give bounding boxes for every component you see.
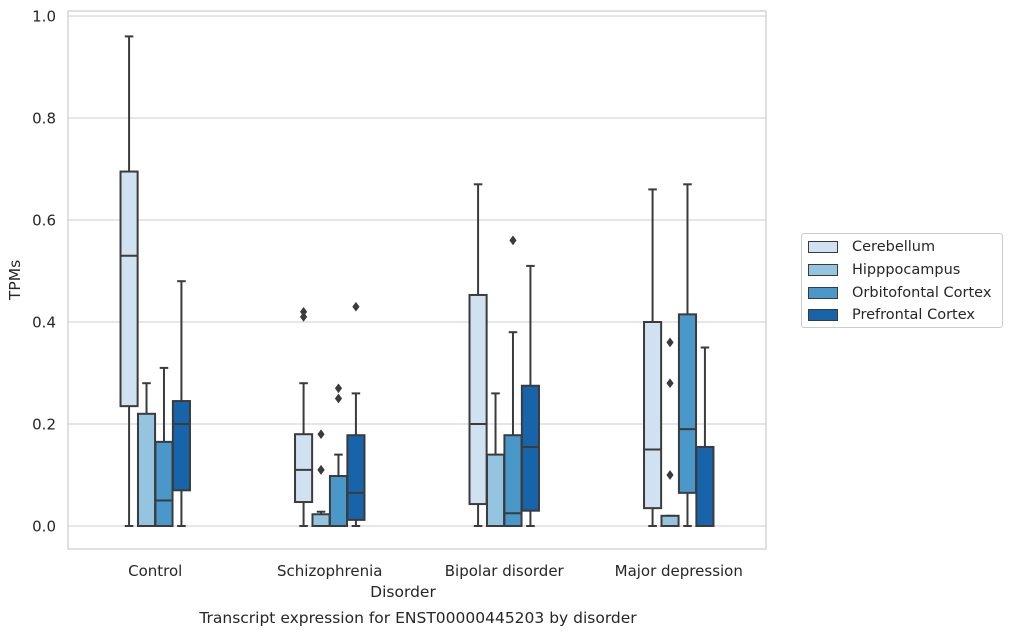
box-prefrontal-cortex xyxy=(171,280,191,527)
iqr-box xyxy=(468,293,488,506)
y-tick-label: 0.8 xyxy=(32,110,56,128)
legend-swatch-orbitofrontal xyxy=(808,287,838,299)
x-tick-label: Schizophrenia xyxy=(277,562,382,580)
legend-label-prefrontal: Prefrontal Cortex xyxy=(852,307,975,323)
x-tick-label: Control xyxy=(128,562,182,580)
iqr-box xyxy=(677,313,698,494)
box-prefrontal-cortex xyxy=(695,346,715,528)
legend-item-hippocampus: Hipppocampus xyxy=(808,261,960,279)
y-tick-label: 0.4 xyxy=(32,314,56,332)
outlier-point xyxy=(666,378,674,389)
box-prefrontal-cortex xyxy=(346,301,366,527)
iqr-box xyxy=(171,400,191,492)
x-tick-labels: Control Schizophrenia Bipolar disorder Majo… xyxy=(128,562,743,580)
iqr-box xyxy=(119,170,139,408)
box-hipppocampus xyxy=(311,429,331,528)
iqr-box xyxy=(328,475,349,527)
box-orbitofontal-cortex xyxy=(328,383,349,527)
y-tick-label: 0.0 xyxy=(32,518,56,536)
boxplots xyxy=(119,35,715,528)
legend-label-orbitofrontal: Orbitofontal Cortex xyxy=(852,285,992,301)
outlier-point xyxy=(666,470,674,480)
iqr-box xyxy=(660,514,680,527)
iqr-box xyxy=(695,445,715,528)
legend-swatch-hippocampus xyxy=(808,264,838,276)
iqr-box xyxy=(643,321,663,510)
outlier-point xyxy=(666,337,674,348)
outlier-point xyxy=(509,235,517,246)
plot-frame xyxy=(67,10,767,550)
outlier-point xyxy=(334,383,343,394)
iqr-box xyxy=(485,453,506,528)
legend-item-prefrontal: Prefrontal Cortex xyxy=(808,306,975,324)
legend-item-orbitofrontal: Orbitofontal Cortex xyxy=(808,284,991,302)
iqr-box xyxy=(520,384,540,512)
y-tick-label: 0.6 xyxy=(32,212,56,230)
outlier-point xyxy=(334,393,343,404)
legend-swatch-prefrontal xyxy=(808,309,838,321)
outlier-point xyxy=(317,429,325,440)
x-tick-label: Major depression xyxy=(615,562,743,580)
x-tick-label: Bipolar disorder xyxy=(445,562,565,580)
legend-label-hippocampus: Hipppocampus xyxy=(852,262,961,278)
legend-swatch-cerebellum xyxy=(808,241,838,253)
y-tick-label: 1.0 xyxy=(32,8,56,26)
iqr-box xyxy=(311,513,331,528)
box-orbitofontal-cortex xyxy=(503,235,523,527)
iqr-box xyxy=(154,440,174,528)
y-tick-label: 0.2 xyxy=(32,416,56,434)
legend-item-cerebellum: Cerebellum xyxy=(808,238,935,256)
x-axis-label: Disorder xyxy=(370,583,436,601)
outlier-point xyxy=(352,301,360,312)
outlier-point xyxy=(317,465,325,475)
iqr-box xyxy=(346,434,366,521)
legend-label-cerebellum: Cerebellum xyxy=(852,239,936,255)
y-axis-label: TPMs xyxy=(6,260,24,301)
box-cerebellum xyxy=(294,306,314,527)
outlier-point xyxy=(299,306,308,317)
box-hipppocampus xyxy=(136,382,157,527)
iqr-box xyxy=(136,412,157,527)
outlier-point xyxy=(299,312,308,322)
box-cerebellum xyxy=(119,35,139,527)
iqr-box xyxy=(294,433,314,504)
box-cerebellum xyxy=(468,183,488,527)
y-tick-labels: 0.0 0.2 0.4 0.6 0.8 1.0 xyxy=(32,8,56,536)
box-hipppocampus xyxy=(660,337,680,527)
box-orbitofontal-cortex xyxy=(677,183,698,527)
box-prefrontal-cortex xyxy=(520,264,540,527)
box-orbitofontal-cortex xyxy=(154,366,174,528)
chart-title: Transcript expression for ENST0000044520… xyxy=(198,609,637,627)
box-cerebellum xyxy=(643,188,663,527)
box-hipppocampus xyxy=(485,392,506,528)
legend: Cerebellum Hipppocampus Orbitofontal Cor… xyxy=(801,233,1003,328)
